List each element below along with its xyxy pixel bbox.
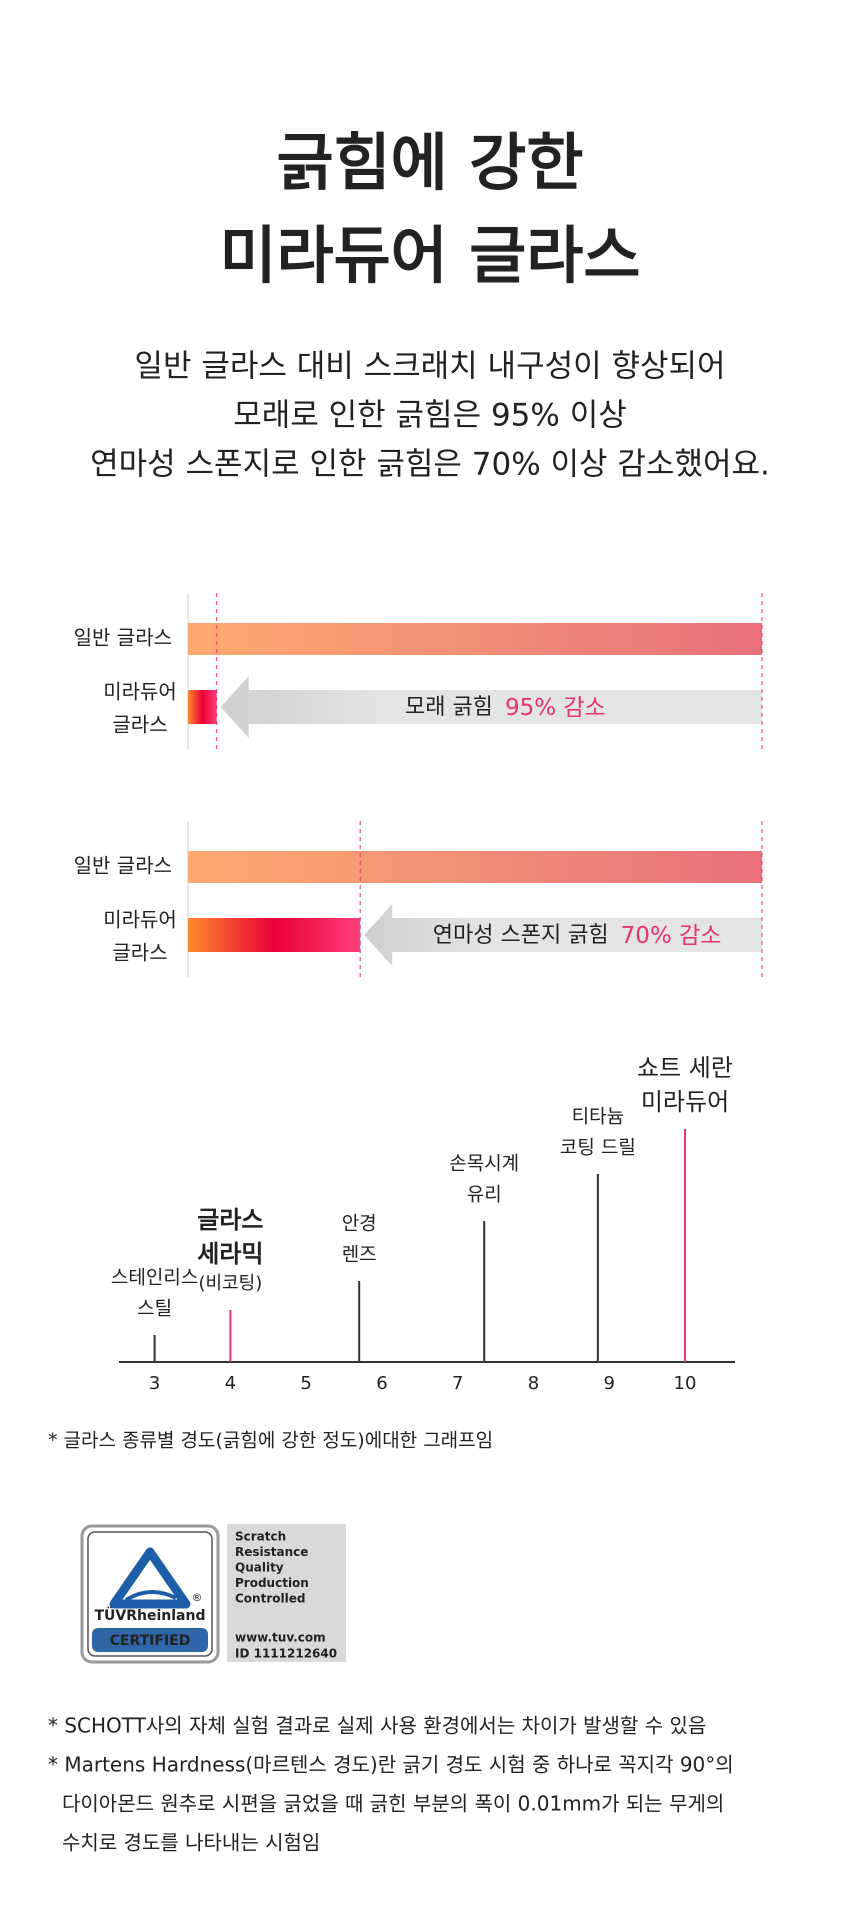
- x-tick-label: 3: [149, 1373, 160, 1394]
- test-name: 연마성 스폰지 긁힘: [433, 923, 609, 948]
- hardness-label: 글라스: [197, 1206, 263, 1234]
- reduction-text: 연마성 스폰지 긁힘 70% 감소: [433, 923, 722, 949]
- description-line: 연마성 스폰지로 인한 긁힘은 70% 이상 감소했어요.: [90, 447, 770, 483]
- baseline-bar: [188, 623, 762, 655]
- description-line: 모래로 인한 긁힘은 95% 이상: [233, 398, 627, 434]
- description-line: 일반 글라스 대비 스크래치 내구성이 향상되어: [134, 349, 725, 385]
- reduction-label: 70% 감소: [621, 923, 722, 949]
- hardness-label: 손목시계: [449, 1153, 519, 1175]
- badge-panel: [227, 1524, 346, 1662]
- x-tick-label: 8: [528, 1373, 539, 1394]
- x-tick-label: 9: [603, 1373, 614, 1394]
- x-tick-label: 10: [674, 1373, 697, 1394]
- note-line: 수치로 경도를 나타내는 시험임: [62, 1831, 320, 1855]
- badge-triangle: [109, 1547, 191, 1609]
- product-label: 미라듀어: [103, 680, 177, 704]
- badge-swoosh: [124, 1590, 177, 1602]
- badge-certified: CERTIFIED: [110, 1633, 191, 1649]
- reduction-text: 모래 긁힘 95% 감소: [405, 695, 606, 721]
- hardness-label: 티타늄: [572, 1106, 624, 1128]
- reduction-arrow: [220, 676, 762, 738]
- x-tick-label: 7: [452, 1373, 463, 1394]
- badge-brand: TÜVRheinland: [95, 1606, 206, 1624]
- x-tick-label: 5: [300, 1373, 311, 1394]
- badge-website: www.tuv.com: [235, 1631, 326, 1645]
- product-label: 미라듀어: [103, 908, 177, 932]
- badge-line: Resistance: [235, 1545, 308, 1559]
- product-bar: [188, 918, 361, 952]
- note-line: * Martens Hardness(마르텐스 경도)란 긁기 경도 시험 중 …: [48, 1753, 734, 1777]
- title-line: 긁힘에 강한: [277, 126, 584, 199]
- badge-line: Quality: [235, 1561, 284, 1575]
- x-tick-label: 6: [376, 1373, 387, 1394]
- hardness-label: 유리: [467, 1184, 502, 1206]
- footnote: * 글라스 종류별 경도(긁힘에 강한 정도)에대한 그래프임: [48, 1430, 493, 1452]
- hardness-label: 미라듀어: [641, 1088, 729, 1116]
- hardness-label: 스틸: [137, 1298, 172, 1320]
- reduction-arrow: [364, 904, 762, 966]
- badge-registered: ®: [192, 1591, 203, 1604]
- product-label: 글라스: [112, 941, 167, 965]
- title-line: 미라듀어 글라스: [220, 219, 641, 292]
- reduction-label: 95% 감소: [505, 695, 606, 721]
- hardness-label: 렌즈: [342, 1244, 377, 1266]
- badge-line: Controlled: [235, 1592, 305, 1606]
- hardness-label: 안경: [342, 1213, 377, 1235]
- hardness-label: 세라믹: [197, 1240, 263, 1268]
- hardness-label: 코팅 드릴: [560, 1137, 636, 1159]
- hardness-label: 쇼트 세란: [637, 1054, 733, 1082]
- x-tick-label: 4: [225, 1373, 236, 1394]
- badge-line: Scratch: [235, 1530, 286, 1544]
- badge-band: [92, 1628, 208, 1652]
- product-bar: [188, 690, 217, 724]
- baseline-label: 일반 글라스: [74, 626, 172, 650]
- note-line: * SCHOTT사의 자체 실험 결과로 실제 사용 환경에서는 차이가 발생할…: [48, 1714, 706, 1738]
- baseline-bar: [188, 851, 762, 883]
- note-line: 다이아몬드 원추로 시편을 긁었을 때 긁힌 부분의 폭이 0.01mm가 되는…: [62, 1792, 724, 1816]
- badge-id: ID 1111212640: [235, 1647, 337, 1661]
- hardness-sublabel: (비코팅): [199, 1273, 263, 1294]
- test-name: 모래 긁힘: [405, 695, 493, 720]
- badge-line: Production: [235, 1576, 309, 1590]
- baseline-label: 일반 글라스: [74, 854, 172, 878]
- product-label: 글라스: [112, 713, 167, 737]
- hardness-label: 스테인리스: [111, 1267, 198, 1289]
